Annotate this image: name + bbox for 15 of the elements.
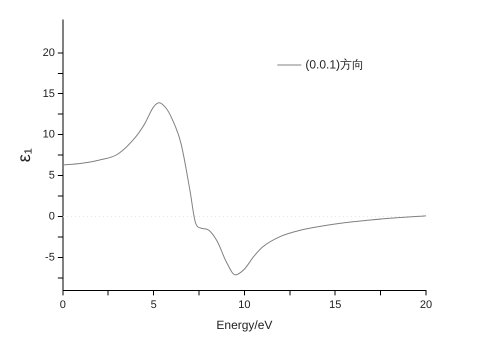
y-tick-label: 0 [48, 210, 55, 223]
y-tick-label: 10 [42, 128, 55, 141]
y-tick-label: -5 [45, 252, 55, 264]
x-tick-label: 15 [329, 299, 342, 312]
line-series [62, 102, 426, 276]
x-tick-label: 20 [420, 299, 432, 312]
x-axis-title: Energy/eV [216, 318, 272, 332]
y-axis-title: ε₁ [14, 148, 34, 162]
y-tick-label: 5 [48, 170, 55, 182]
x-tick-label: 10 [238, 299, 251, 312]
x-tick-label: 5 [150, 299, 157, 312]
y-tick-label: 15 [42, 88, 55, 100]
legend-label: (0.0.1)方向 [305, 57, 364, 72]
y-tick-label: 20 [42, 46, 55, 59]
x-tick-label: 0 [60, 299, 66, 312]
